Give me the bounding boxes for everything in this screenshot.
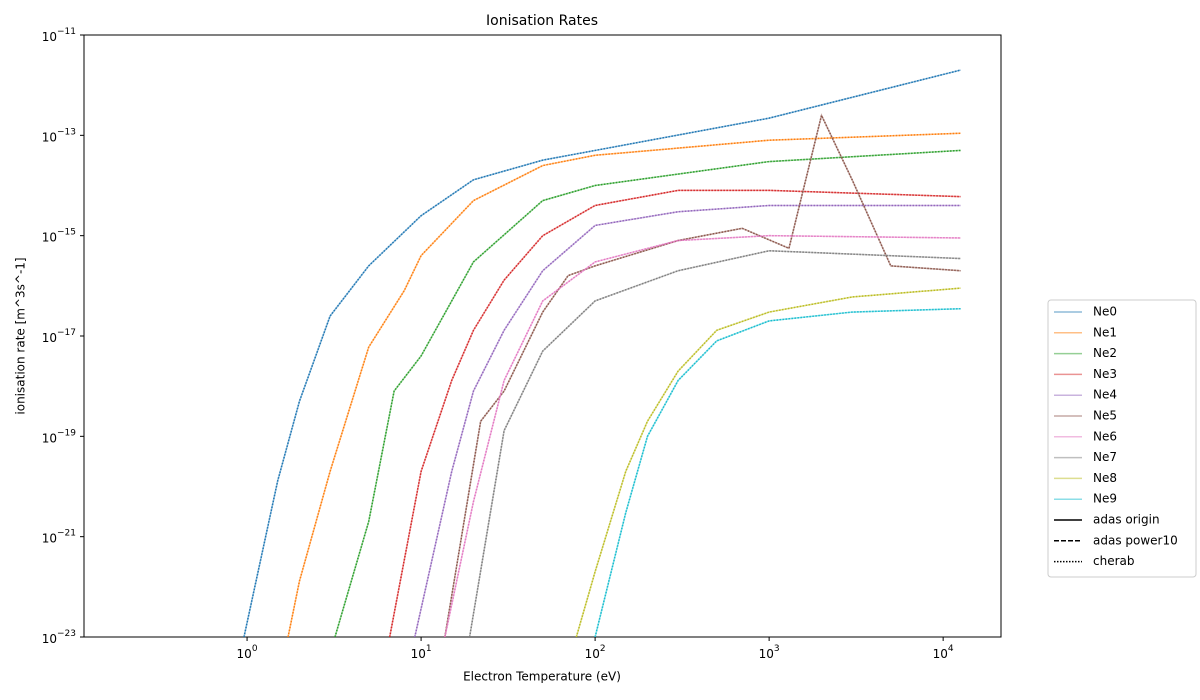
series-line — [468, 250, 961, 637]
y-tick-label-exponent: −17 — [57, 328, 76, 338]
y-tick-label-exponent: −11 — [57, 27, 76, 37]
legend-box — [1047, 299, 1197, 578]
legend-label: Ne7 — [1093, 450, 1117, 464]
y-tick-label: 10−15 — [42, 227, 76, 244]
series-line — [444, 234, 961, 637]
y-tick-label: 10−19 — [42, 428, 77, 445]
legend-label: Ne9 — [1093, 492, 1117, 506]
legend-label: adas origin — [1093, 513, 1160, 527]
plot-frame — [83, 34, 1002, 638]
chart-title: Ionisation Rates — [486, 13, 598, 29]
y-tick-label-base: 10 — [42, 632, 57, 646]
x-tick-label: 101 — [411, 644, 432, 661]
series-line-overlay — [334, 149, 961, 637]
legend-label: Ne5 — [1093, 409, 1117, 423]
legend-label: Ne4 — [1093, 388, 1117, 402]
legend-label: adas power10 — [1093, 533, 1178, 547]
x-tick-label-base: 10 — [933, 647, 948, 661]
x-tick-label-exponent: 0 — [252, 644, 258, 654]
x-tick-label-exponent: 4 — [948, 644, 954, 654]
x-tick-label-base: 10 — [237, 647, 252, 661]
legend-label: cherab — [1093, 554, 1135, 568]
series-line-overlay — [444, 234, 961, 637]
series-line — [287, 132, 961, 637]
series-line-overlay — [594, 307, 961, 637]
series-line — [414, 204, 961, 637]
x-tick-label: 100 — [237, 644, 258, 661]
x-tick-label-exponent: 1 — [426, 644, 432, 654]
series-line-overlay — [575, 287, 961, 637]
legend-label: Ne2 — [1093, 346, 1117, 360]
y-axis-label: ionisation rate [m^3s^-1] — [14, 257, 28, 414]
y-tick-label-base: 10 — [42, 230, 57, 244]
x-axis-label: Electron Temperature (eV) — [463, 670, 621, 684]
y-tick-label-exponent: −13 — [57, 127, 76, 137]
series-line — [575, 287, 961, 637]
y-tick-label-exponent: −21 — [57, 528, 76, 538]
y-tick-label-base: 10 — [42, 130, 57, 144]
legend-label: Ne3 — [1093, 367, 1117, 381]
y-tick-label: 10−17 — [42, 328, 76, 345]
y-tick-label-base: 10 — [42, 331, 57, 345]
y-tick-label-exponent: −19 — [57, 428, 76, 438]
y-tick-label: 10−13 — [42, 127, 76, 144]
legend-label: Ne6 — [1093, 429, 1117, 443]
y-tick-label-base: 10 — [42, 531, 57, 545]
y-tick-label-exponent: −23 — [57, 629, 76, 639]
x-tick-label: 103 — [759, 644, 780, 661]
y-tick-label: 10−23 — [42, 629, 76, 646]
lines — [243, 69, 961, 637]
series-line — [334, 149, 961, 637]
x-tick-label-exponent: 2 — [600, 644, 606, 654]
series-line — [594, 307, 961, 637]
series-line-overlay — [468, 250, 961, 637]
x-tick-label: 104 — [933, 644, 954, 661]
x-tick-label-exponent: 3 — [774, 644, 780, 654]
legend-label: Ne0 — [1093, 305, 1117, 319]
series-line — [388, 189, 961, 637]
series-line-overlay — [243, 69, 961, 637]
x-tick-label: 102 — [585, 644, 606, 661]
x-tick-label-base: 10 — [759, 647, 774, 661]
y-tick-label: 10−11 — [42, 27, 76, 44]
x-tick-label-base: 10 — [411, 647, 426, 661]
y-tick-label-base: 10 — [42, 431, 57, 445]
legend-label: Ne8 — [1093, 471, 1117, 485]
series-line-overlay — [414, 204, 961, 637]
x-tick-label-base: 10 — [585, 647, 600, 661]
y-tick-label-base: 10 — [42, 30, 57, 44]
series-line-overlay — [287, 132, 961, 637]
series-line-overlay — [388, 189, 961, 637]
legend-label: Ne1 — [1093, 325, 1117, 339]
y-tick-label-exponent: −15 — [57, 227, 76, 237]
y-tick-label: 10−21 — [42, 528, 76, 545]
